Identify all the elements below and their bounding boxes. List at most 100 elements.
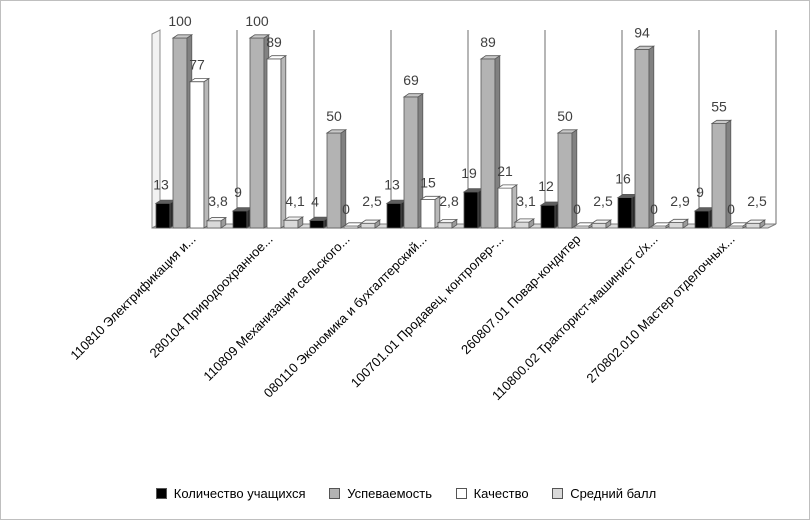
bar [326, 132, 342, 229]
data-label: 2,5 [362, 193, 382, 209]
bar [386, 202, 402, 229]
legend-item-average: Средний балл [552, 486, 656, 501]
bar-top [282, 216, 305, 221]
bar [232, 210, 248, 229]
bar [694, 210, 710, 229]
bar [360, 222, 376, 229]
category-label: 080110 Экономика и бухгалтерский... [261, 232, 430, 401]
bar-top [479, 55, 502, 60]
data-label: 9 [234, 184, 242, 200]
data-label: 2,5 [593, 193, 613, 209]
data-label: 100 [168, 13, 192, 29]
data-label: 9 [696, 184, 704, 200]
data-label: 55 [711, 99, 727, 115]
bar-top [556, 129, 579, 134]
data-label: 0 [573, 201, 581, 217]
bar-top [419, 195, 442, 200]
bar-top [325, 129, 348, 134]
bar [172, 37, 188, 229]
data-label: 13 [153, 176, 169, 192]
data-label: 50 [557, 108, 573, 124]
data-label: 0 [727, 201, 735, 217]
bar [266, 58, 282, 229]
bar [403, 96, 419, 229]
bar-top [265, 55, 288, 60]
data-label: 4 [311, 193, 319, 209]
bar-top [590, 219, 613, 224]
legend-swatch-average [552, 488, 564, 499]
legend-label-count: Количество учащихся [173, 486, 306, 501]
data-label: 13 [384, 176, 400, 192]
bar [420, 199, 436, 229]
bar-top [402, 93, 425, 98]
data-label: 3,8 [208, 193, 228, 209]
data-label: 15 [420, 175, 436, 191]
bar [514, 221, 530, 229]
bar [557, 132, 573, 229]
bar [617, 197, 633, 229]
category-label: 280104 Природоохранное... [147, 232, 276, 361]
bar [634, 49, 650, 229]
category-label: 110810 Электрификация и... [67, 232, 198, 363]
data-label: 69 [403, 72, 419, 88]
bar-top [205, 217, 228, 222]
data-label: 89 [480, 34, 496, 50]
bar [155, 202, 171, 229]
data-label: 0 [342, 201, 350, 217]
legend-label-performance: Успеваемость [347, 486, 432, 501]
bar [591, 222, 607, 229]
legend-swatch-count [155, 488, 167, 499]
data-label: 2,8 [439, 193, 459, 209]
data-label: 89 [266, 34, 282, 50]
bar-top [188, 78, 211, 83]
bar-top [171, 34, 194, 39]
legend-swatch-performance [329, 488, 341, 499]
bar [206, 220, 222, 229]
bar [189, 81, 205, 229]
data-label: 100 [245, 13, 269, 29]
category-label: 110800.02 Тракторист-машинист с/х... [489, 232, 661, 404]
data-label: 2,9 [670, 193, 690, 209]
bar [437, 222, 453, 229]
data-label: 19 [461, 165, 477, 181]
bar [540, 204, 556, 229]
category-label: 270802.010 Мастер отделочных... [583, 232, 737, 386]
bar-top [710, 119, 733, 124]
data-label: 16 [615, 171, 631, 187]
legend: Количество учащихся Успеваемость Качеств… [0, 486, 812, 501]
bar-top [496, 184, 519, 189]
data-label: 12 [538, 178, 554, 194]
bar [745, 222, 761, 229]
data-label: 4,1 [285, 193, 305, 209]
data-label: 77 [189, 57, 205, 73]
bar [497, 187, 513, 229]
legend-item-quality: Качество [455, 486, 529, 501]
bar [480, 58, 496, 229]
legend-item-performance: Успеваемость [329, 486, 432, 501]
data-label: 0 [650, 201, 658, 217]
bar-top [667, 218, 690, 223]
category-label: 100701.01 Продавец, контролер-... [348, 232, 507, 391]
bar-top [744, 219, 767, 224]
side-wall [151, 29, 161, 229]
bar [711, 123, 727, 229]
bar-top [436, 219, 459, 224]
legend-swatch-quality [455, 488, 467, 499]
bar [668, 222, 684, 229]
bar-top [248, 34, 271, 39]
data-label: 21 [497, 163, 513, 179]
data-label: 50 [326, 108, 342, 124]
bar-top [513, 218, 536, 223]
bar-top [633, 45, 656, 50]
bar [283, 219, 299, 229]
legend-label-average: Средний балл [570, 486, 657, 501]
legend-label-quality: Качество [473, 486, 529, 501]
bar-top [359, 219, 382, 224]
data-label: 3,1 [516, 193, 536, 209]
data-label: 94 [634, 24, 650, 40]
data-label: 2,5 [747, 193, 767, 209]
bar [463, 191, 479, 229]
legend-item-count: Количество учащихся [155, 486, 306, 501]
bar [309, 219, 325, 229]
